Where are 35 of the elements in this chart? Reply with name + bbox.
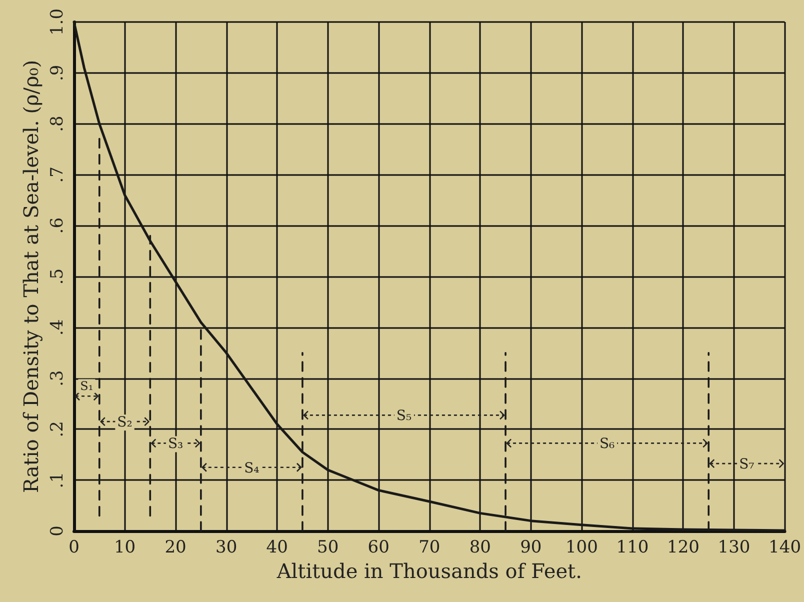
- x-tick-label: 110: [616, 538, 649, 558]
- annotation: S₇: [739, 456, 755, 473]
- y-tick-label: .2: [48, 421, 68, 438]
- annotation: S₆: [599, 436, 616, 452]
- y-tick-label: .9: [48, 64, 68, 82]
- y-tick-label: .5: [48, 268, 68, 285]
- annotation: S₄: [244, 460, 260, 476]
- x-tick-label: 80: [469, 538, 491, 558]
- y-tick-label: .7: [48, 166, 68, 183]
- y-tick-label: 0: [48, 526, 68, 536]
- y-tick-label: .3: [48, 370, 68, 386]
- x-tick-label: 50: [317, 538, 339, 558]
- x-tick-label: 140: [768, 538, 802, 558]
- x-tick-label: 30: [215, 538, 238, 558]
- y-tick-label: .4: [48, 319, 68, 336]
- annotation: S₅: [396, 408, 412, 424]
- annotation: S₃: [168, 436, 184, 452]
- x-tick-label: 120: [667, 538, 700, 558]
- x-tick-label: 100: [565, 538, 598, 558]
- x-tick-label: 60: [368, 538, 390, 558]
- y-tick-label: .8: [48, 116, 68, 132]
- x-tick-label: 70: [418, 538, 440, 558]
- x-tick-label: 10: [114, 538, 136, 558]
- y-tick-label: 1.0: [48, 8, 68, 36]
- x-tick-label: 20: [164, 538, 186, 558]
- x-tick-label: 130: [718, 538, 750, 558]
- y-axis-title: Ratio of Density to That at Sea-level. (ρ/ρ₀): [19, 60, 44, 494]
- annotation: S₂: [117, 414, 132, 431]
- x-tick-label: 90: [520, 538, 542, 558]
- x-tick-label: 40: [266, 538, 288, 558]
- x-axis-title: Altitude in Thousands of Feet.: [276, 559, 582, 583]
- y-tick-label: .1: [48, 472, 68, 488]
- line-series: [72, 20, 786, 532]
- annotation: S₁: [80, 379, 94, 394]
- y-tick-label: .6: [48, 217, 68, 234]
